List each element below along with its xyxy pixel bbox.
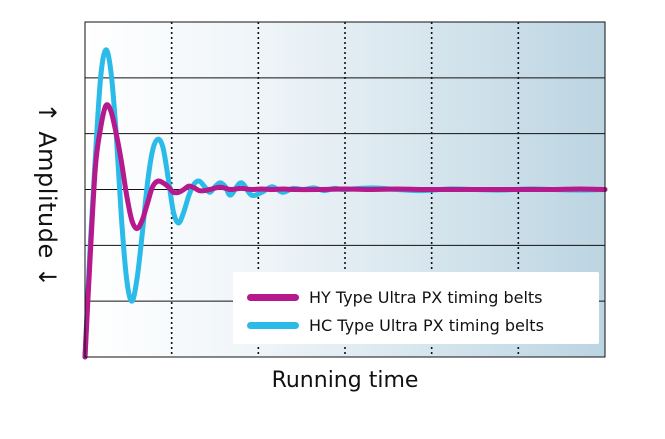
series-line-hy bbox=[82, 102, 608, 360]
y-axis-label-container: ↑ Amplitude ↓ bbox=[22, 75, 72, 315]
legend-swatch-hy bbox=[247, 293, 299, 301]
legend: HY Type Ultra PX timing belts HC Type Ul… bbox=[233, 272, 599, 344]
plot-frame bbox=[84, 21, 606, 358]
series-lines bbox=[82, 47, 608, 360]
legend-label-hy: HY Type Ultra PX timing belts bbox=[309, 287, 543, 307]
legend-item-hy: HY Type Ultra PX timing belts bbox=[247, 285, 543, 309]
y-axis-label: ↑ Amplitude ↓ bbox=[33, 102, 61, 288]
legend-item-hc: HC Type Ultra PX timing belts bbox=[247, 313, 544, 337]
x-axis-label: Running time bbox=[271, 368, 419, 393]
legend-swatch-hc bbox=[247, 321, 299, 329]
legend-label-hc: HC Type Ultra PX timing belts bbox=[309, 315, 544, 335]
